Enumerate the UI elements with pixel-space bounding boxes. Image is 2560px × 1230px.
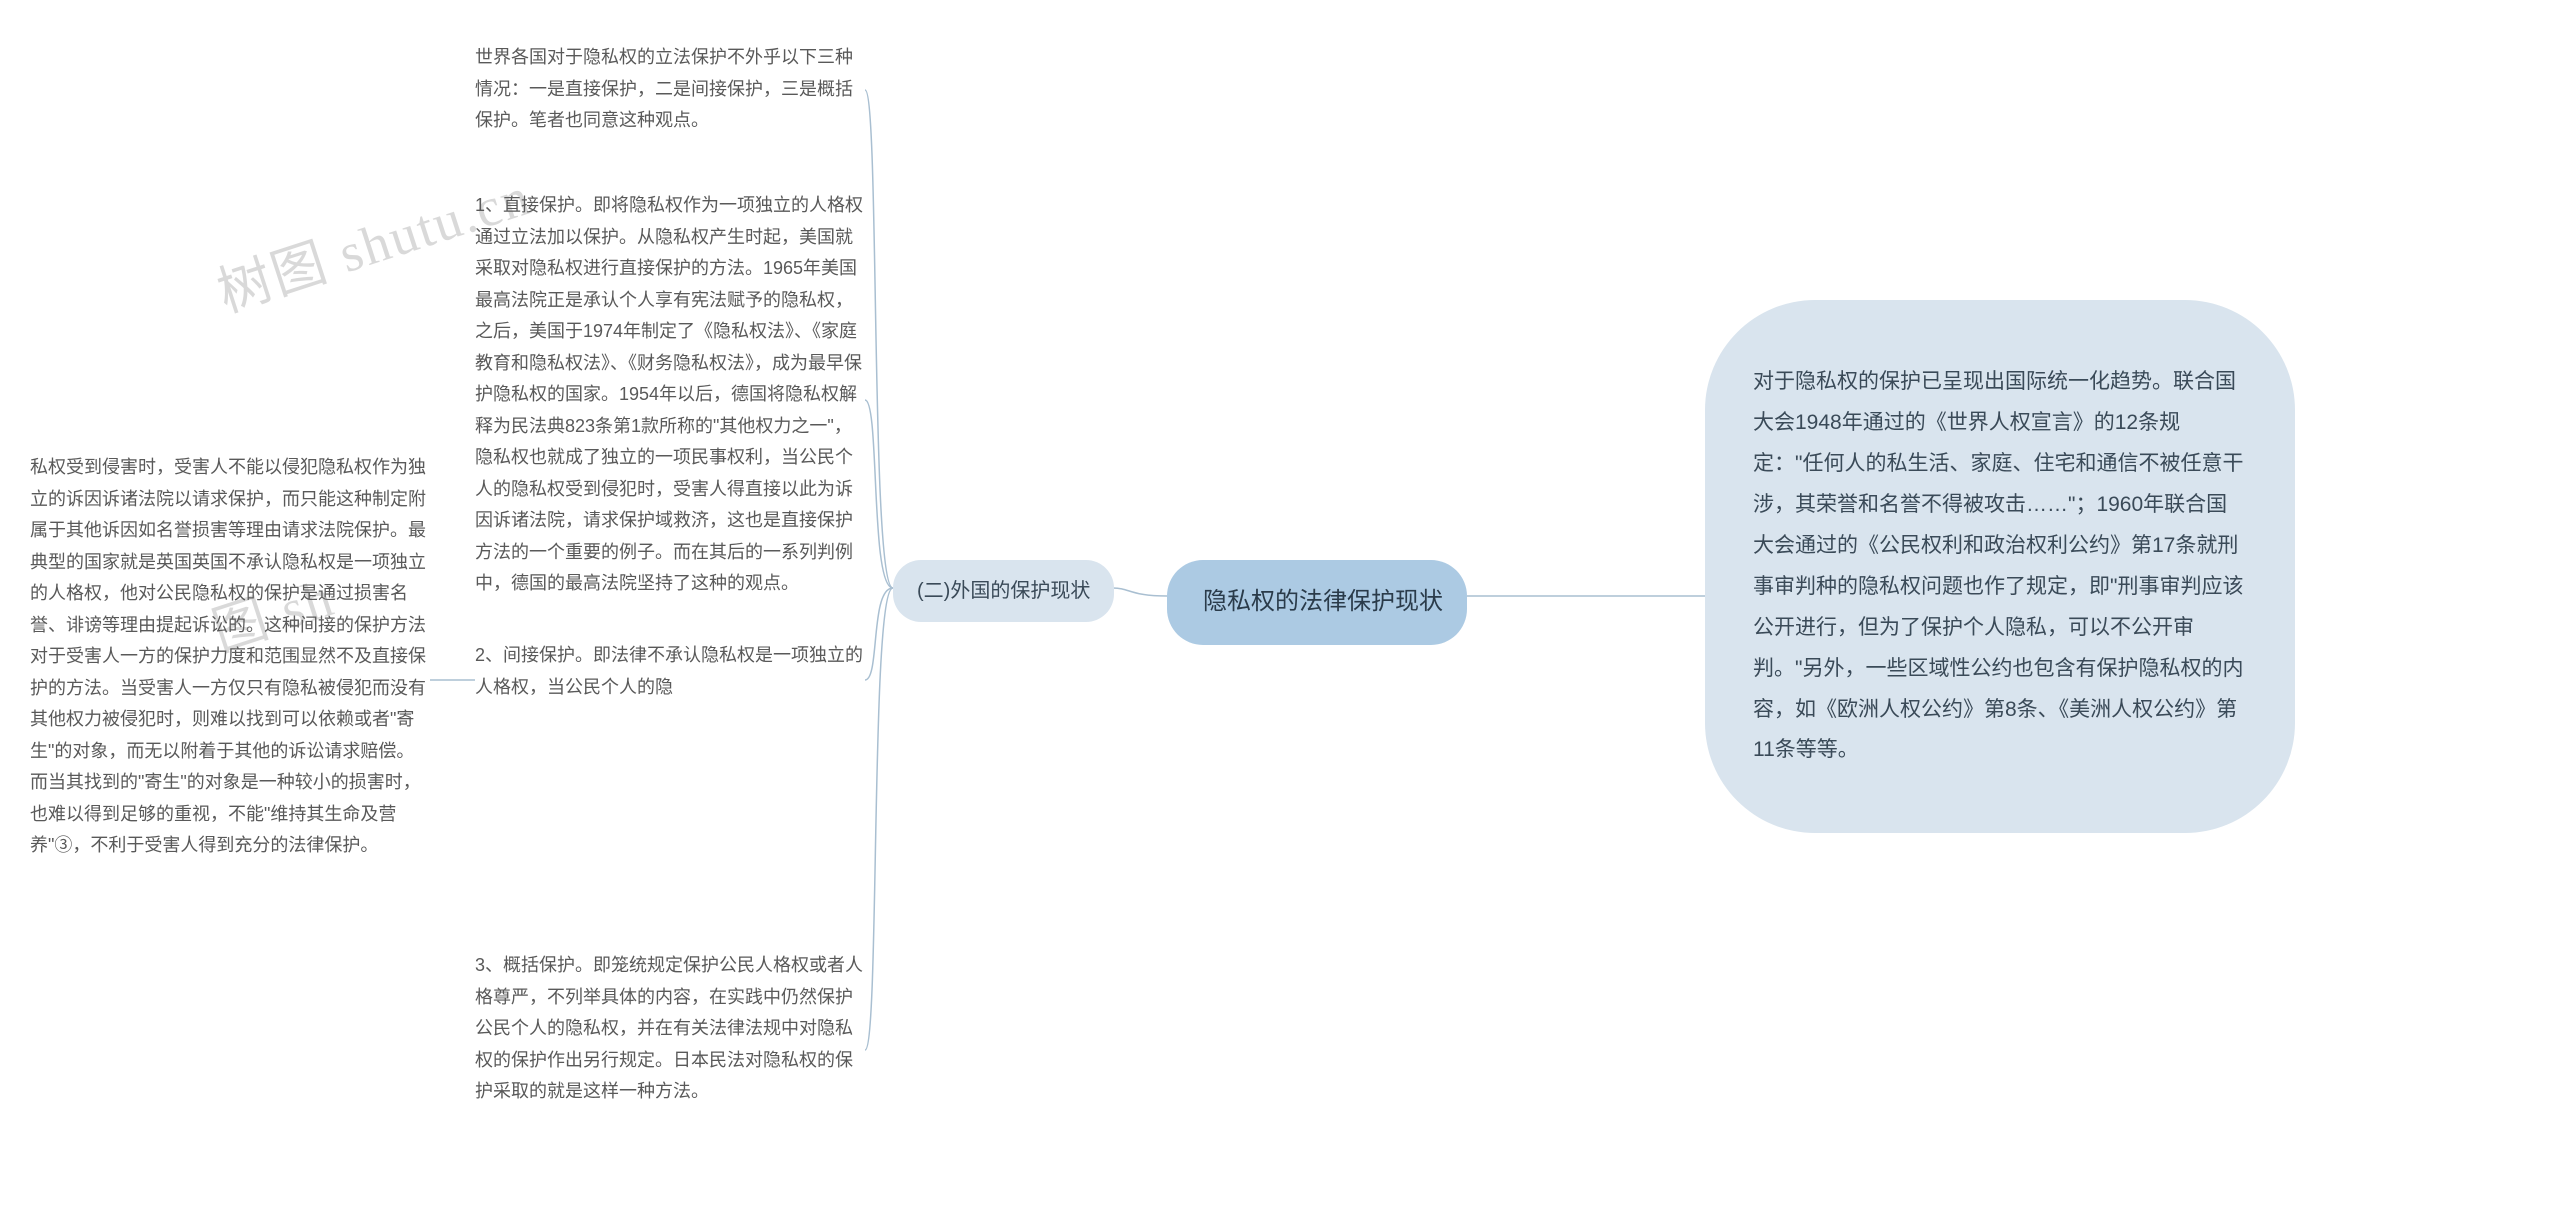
- center-node: 隐私权的法律保护现状: [1167, 560, 1467, 645]
- leaf-item-2-continuation: 私权受到侵害时，受害人不能以侵犯隐私权作为独立的诉因诉诸法院以请求保护，而只能这…: [30, 452, 430, 862]
- leaf-intro: 世界各国对于隐私权的立法保护不外乎以下三种情况：一是直接保护，二是间接保护，三是…: [475, 42, 865, 137]
- leaf-item-2-head: 2、间接保护。即法律不承认隐私权是一项独立的人格权，当公民个人的隐: [475, 640, 865, 703]
- leaf-item-1: 1、直接保护。即将隐私权作为一项独立的人格权通过立法加以保护。从隐私权产生时起，…: [475, 190, 865, 600]
- right-international-node: 对于隐私权的保护已呈现出国际统一化趋势。联合国大会1948年通过的《世界人权宣言…: [1705, 300, 2295, 833]
- left-branch-foreign: (二)外国的保护现状: [893, 560, 1114, 622]
- leaf-item-3: 3、概括保护。即笼统规定保护公民人格权或者人格尊严，不列举具体的内容，在实践中仍…: [475, 950, 865, 1108]
